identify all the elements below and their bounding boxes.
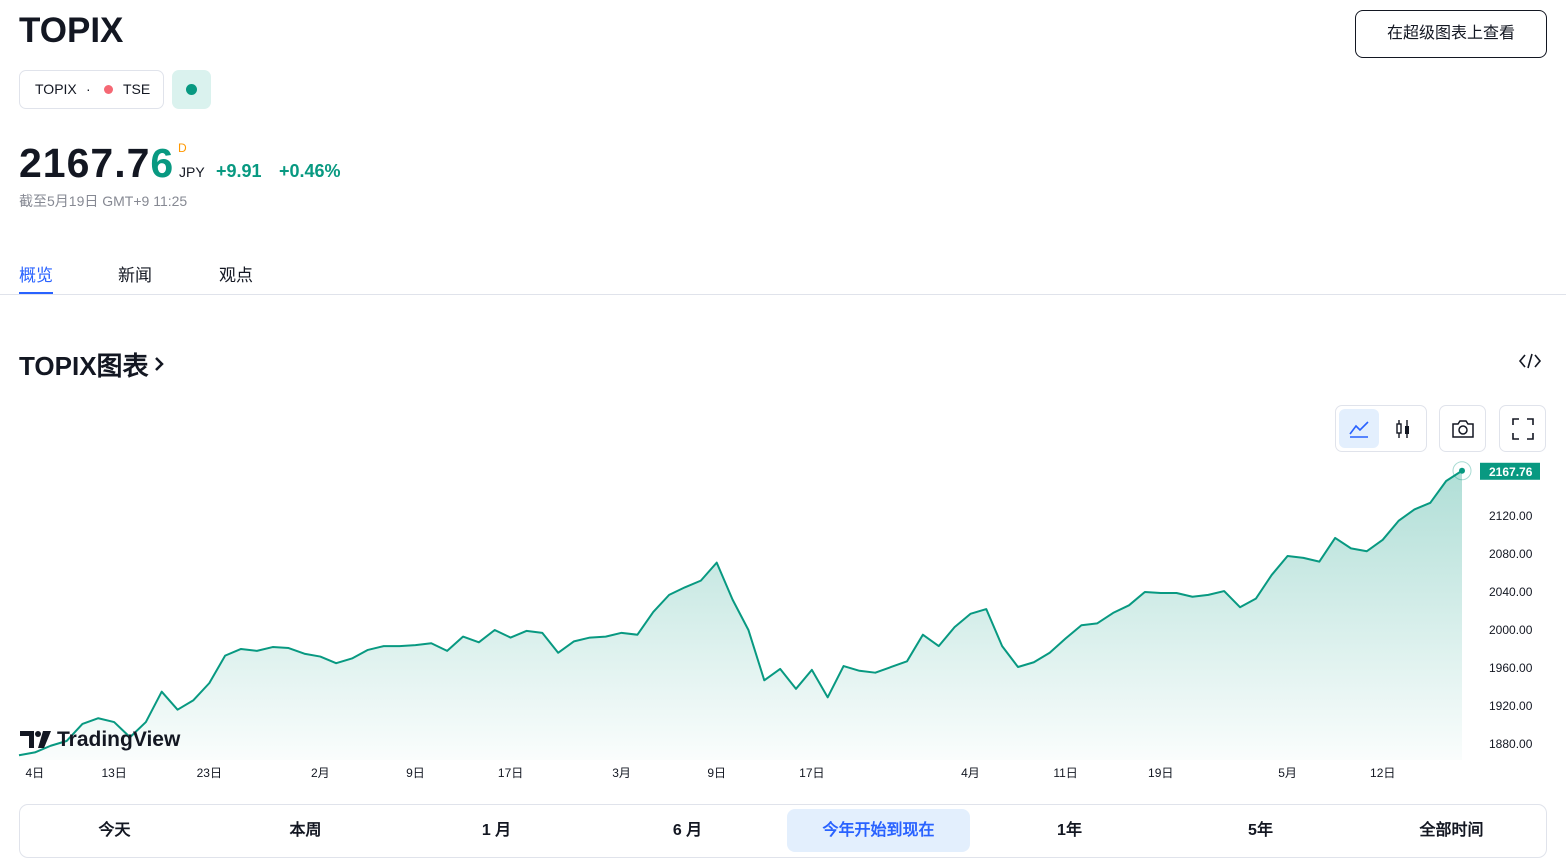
tab[interactable]: 新闻 [118, 266, 152, 285]
section-title[interactable]: TOPIX图表 [19, 351, 149, 381]
chevron-icon [155, 357, 164, 371]
symbol-title: TOPIX [19, 11, 124, 50]
fullscreen-button[interactable] [1499, 405, 1546, 452]
x-tick-label: 13日 [101, 766, 126, 780]
candle-icon [1396, 420, 1409, 438]
y-tick-label: 1920.00 [1489, 699, 1533, 713]
y-tick-label: 2120.00 [1489, 509, 1533, 523]
range-button[interactable]: 6 月 [672, 822, 703, 839]
tab-divider [0, 294, 1566, 295]
y-tick-label: 1960.00 [1489, 661, 1533, 675]
range-button[interactable]: 本周 [289, 822, 322, 839]
range-button[interactable]: 1 月 [481, 822, 512, 839]
tab-underline [19, 292, 53, 295]
x-tick-label: 9日 [707, 766, 726, 780]
range-bar [19, 804, 1547, 858]
line [18, 469, 1463, 757]
chart-style-group [1335, 405, 1427, 452]
y-tick-label: 2080.00 [1489, 547, 1533, 561]
interval: D [178, 141, 187, 155]
last-price-tag [1480, 462, 1540, 480]
x-tick-label: 17日 [498, 766, 523, 780]
change: +9.91 [216, 161, 262, 181]
x-tick-label: 9日 [406, 766, 425, 780]
exchange-flag [104, 85, 113, 94]
x-tick-label: 23日 [197, 766, 222, 780]
symbol-name: TOPIX [35, 81, 77, 97]
range-button[interactable]: 5年 [1248, 822, 1273, 839]
x-tick-label: 3月 [612, 766, 631, 780]
y-tick-label: 1880.00 [1489, 737, 1533, 751]
x-tick-label: 17日 [799, 766, 824, 780]
plot-area: 1880.00 1920.00 1960.00 2000.00 2040.00 2080.… [18, 461, 1540, 780]
last-price-label: 2167.76 [1489, 465, 1533, 479]
x-tick-label: 2月 [311, 766, 330, 780]
y-tick-label: 2040.00 [1489, 585, 1533, 599]
market-status[interactable] [172, 70, 211, 109]
fullscreen-icon [1512, 418, 1534, 440]
x-tick-label: 19日 [1148, 766, 1173, 780]
last-point-halo [1452, 461, 1472, 481]
x-tick-label: 4月 [961, 766, 980, 780]
x-tick-label: 4日 [26, 766, 45, 780]
watermark-logo [20, 731, 51, 748]
range-button[interactable]: 全部时间 [1419, 822, 1484, 839]
x-tick-label: 5月 [1278, 766, 1297, 780]
tab[interactable]: 观点 [219, 266, 253, 285]
change-percent: +0.46% [279, 161, 341, 181]
price: 2167.76 [19, 140, 175, 186]
x-tick-label: 12日 [1370, 766, 1395, 780]
screenshot-button[interactable] [1439, 405, 1486, 452]
currency: JPY [179, 164, 205, 180]
range-button[interactable]: 今年开始到现在 [787, 809, 970, 852]
supercharts-button[interactable]: 在超级图表上查看 [1355, 10, 1547, 58]
x-tick-label: 11日 [1053, 766, 1077, 780]
watermark-text: TradingView [57, 728, 181, 751]
area-icon [1349, 421, 1369, 438]
y-tick-label: 2000.00 [1489, 623, 1533, 637]
candle-style-button[interactable] [1383, 409, 1423, 448]
last-point [1459, 467, 1465, 474]
status-dot [186, 84, 197, 95]
exchange-name: TSE [123, 81, 151, 97]
camera-icon [1452, 420, 1474, 438]
timestamp: 截至5月19日 GMT+9 11:25 [19, 193, 188, 209]
separator: · [86, 81, 91, 97]
symbol-tag[interactable]: TOPIX · TSE [19, 70, 164, 109]
tab[interactable]: 概览 [19, 266, 53, 285]
embed-icon[interactable] [1518, 351, 1542, 371]
range-button[interactable]: 1年 [1057, 822, 1082, 839]
range-button[interactable]: 今天 [98, 822, 131, 839]
line-style-button[interactable] [1339, 409, 1379, 448]
